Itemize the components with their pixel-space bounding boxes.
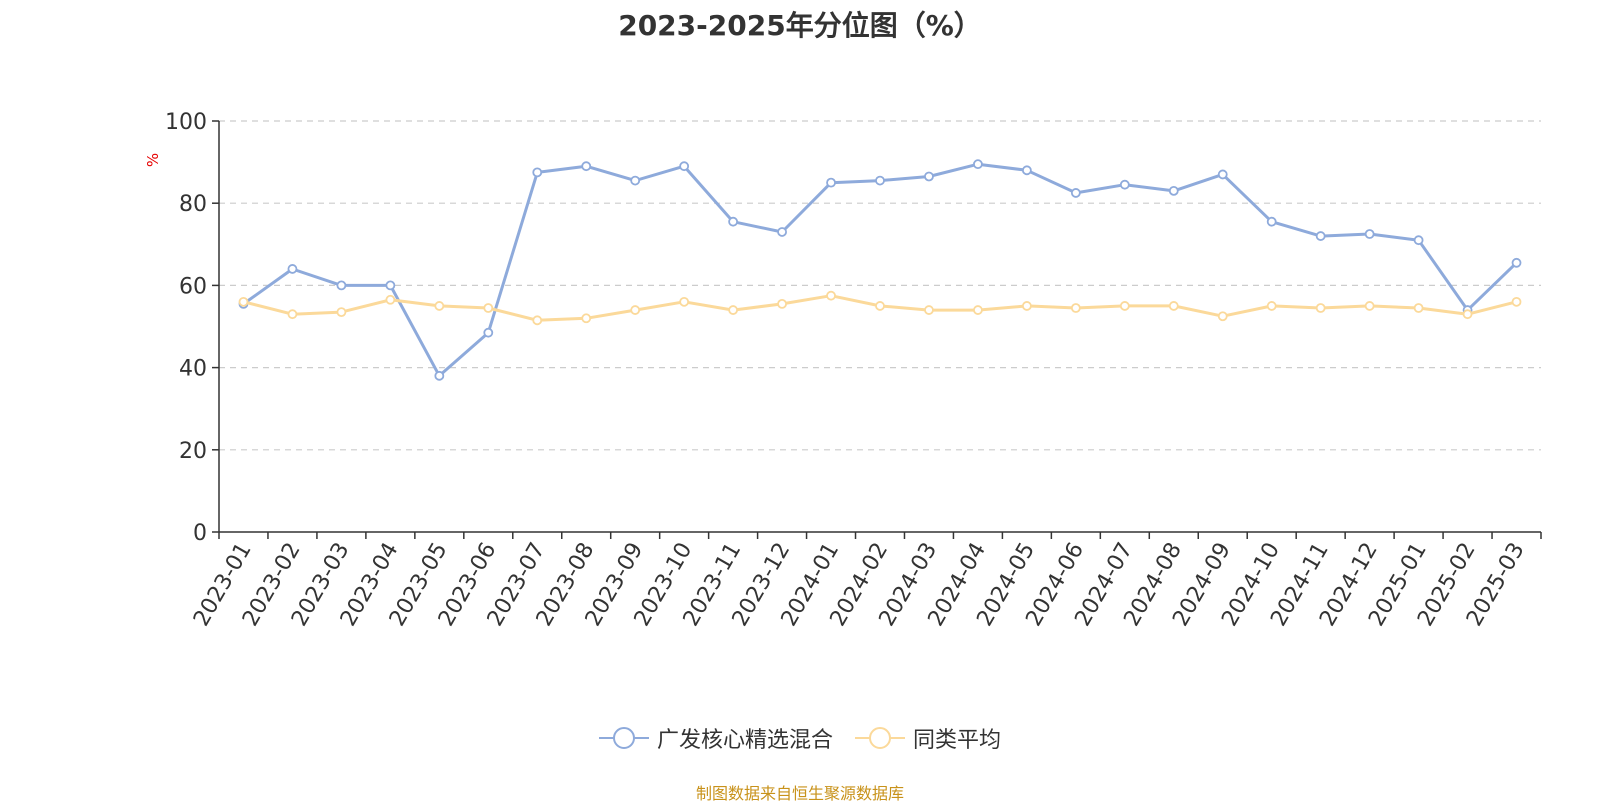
data-point <box>581 161 592 172</box>
data-point <box>1364 229 1375 239</box>
data-point <box>875 301 885 311</box>
data-point <box>630 175 641 186</box>
data-point <box>777 227 787 237</box>
data-point <box>1315 231 1326 241</box>
series-line <box>242 162 1518 378</box>
series-1 <box>238 159 1522 381</box>
data-point <box>1070 303 1081 313</box>
data-point <box>728 305 739 315</box>
data-point <box>924 305 934 315</box>
data-point <box>1168 301 1179 311</box>
legend-marker <box>598 727 649 749</box>
data-point <box>434 301 445 311</box>
data-point <box>483 327 494 338</box>
data-point <box>336 307 347 318</box>
data-point <box>1266 301 1277 311</box>
data-point <box>1462 309 1473 320</box>
data-point <box>1217 169 1228 180</box>
data-point <box>385 280 396 291</box>
data-point <box>973 159 983 170</box>
data-point <box>287 264 298 274</box>
data-point <box>728 216 739 227</box>
data-point <box>1021 301 1032 311</box>
data-point <box>532 315 543 326</box>
data-point <box>875 175 885 186</box>
legend-label: 同类平均 <box>913 728 1002 753</box>
data-point <box>1021 165 1032 176</box>
y-tick-label: 60 <box>179 274 207 299</box>
y-tick-label: 40 <box>179 357 207 382</box>
data-point <box>287 309 298 320</box>
data-point <box>1413 235 1424 246</box>
y-axis-label: % <box>144 153 162 167</box>
y-tick-label: 100 <box>165 110 207 135</box>
legend: 广发核心精选混合 同类平均 <box>0 722 1600 754</box>
data-point <box>1266 216 1277 227</box>
legend-marker <box>855 727 905 749</box>
data-point <box>679 296 690 307</box>
data-point <box>679 161 690 172</box>
legend-item-2[interactable]: 同类平均 <box>855 722 1001 754</box>
chart-title: 2023-2025年分位图（%） <box>618 9 982 42</box>
grid-layer <box>219 120 1541 451</box>
data-point <box>630 305 641 315</box>
data-point <box>1217 311 1228 322</box>
data-point <box>1315 303 1326 313</box>
legend-item-1[interactable]: 广发核心精选混合 <box>598 722 833 754</box>
data-point <box>1511 296 1522 307</box>
data-point <box>826 177 836 188</box>
data-point <box>385 294 396 305</box>
data-point <box>826 290 836 301</box>
data-source-note: 制图数据来自恒生聚源数据库 <box>695 784 904 803</box>
data-point <box>532 167 543 178</box>
data-point <box>924 171 934 182</box>
series-2 <box>238 290 1522 326</box>
data-point <box>1511 257 1522 268</box>
axis-layer: 0204060801002023-012023-022023-032023-04… <box>165 110 1542 631</box>
data-point <box>434 370 445 381</box>
data-point <box>1119 179 1130 190</box>
y-tick-label: 20 <box>179 439 207 464</box>
data-point <box>777 298 787 309</box>
data-point <box>238 296 249 307</box>
data-point <box>1413 303 1424 313</box>
y-tick-label: 0 <box>193 521 207 546</box>
data-point <box>1070 188 1081 198</box>
legend-label: 广发核心精选混合 <box>656 728 833 753</box>
data-point <box>336 280 347 291</box>
data-point <box>1119 301 1130 311</box>
series-layer <box>238 159 1522 381</box>
data-point <box>581 313 592 324</box>
data-point <box>483 303 494 313</box>
data-point <box>1364 301 1375 311</box>
data-point <box>1168 185 1179 196</box>
y-tick-label: 80 <box>179 192 207 217</box>
data-point <box>973 305 983 315</box>
